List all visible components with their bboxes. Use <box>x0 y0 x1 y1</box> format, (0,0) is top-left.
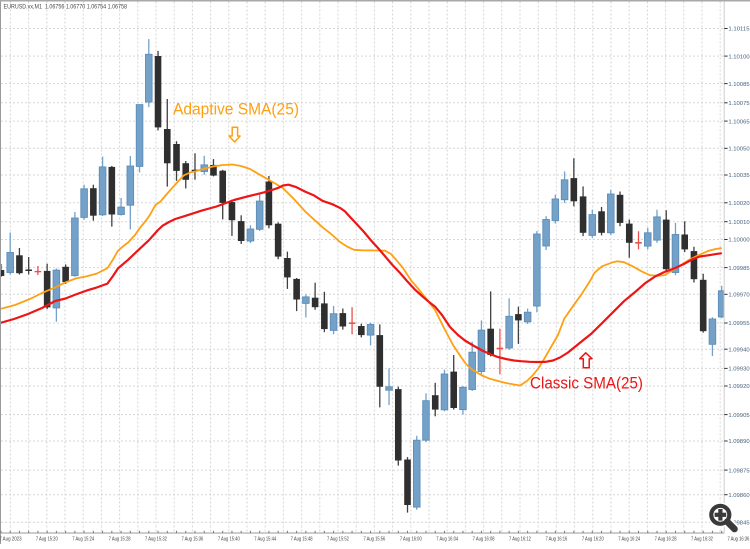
svg-text:1.09875: 1.09875 <box>728 468 750 474</box>
svg-text:7 Aug 15:20: 7 Aug 15:20 <box>36 536 58 542</box>
svg-text:1.09970: 1.09970 <box>728 293 750 299</box>
svg-text:7 Aug 15:24: 7 Aug 15:24 <box>72 536 94 542</box>
svg-text:1.10010: 1.10010 <box>728 220 750 226</box>
svg-text:Classic SMA(25): Classic SMA(25) <box>530 373 643 392</box>
svg-text:1.09845: 1.09845 <box>728 520 750 526</box>
svg-text:7 Aug 15:28: 7 Aug 15:28 <box>109 536 131 542</box>
svg-text:7 Aug 16:08: 7 Aug 16:08 <box>473 536 495 542</box>
svg-text:1.09930: 1.09930 <box>728 367 750 373</box>
svg-text:1.09920: 1.09920 <box>728 384 750 390</box>
svg-text:7 Aug 16:20: 7 Aug 16:20 <box>582 536 604 542</box>
svg-text:7 Aug 16:16: 7 Aug 16:16 <box>545 536 567 542</box>
svg-text:7 Aug 16:32: 7 Aug 16:32 <box>691 536 713 542</box>
svg-text:7 Aug 15:44: 7 Aug 15:44 <box>254 536 276 542</box>
svg-text:1.10020: 1.10020 <box>728 201 750 207</box>
svg-text:1.10065: 1.10065 <box>728 119 750 125</box>
svg-text:1.10100: 1.10100 <box>728 54 750 60</box>
svg-text:7 Aug 16:00: 7 Aug 16:00 <box>400 536 422 542</box>
svg-text:1.10035: 1.10035 <box>728 173 750 179</box>
svg-text:7 Aug 2023: 7 Aug 2023 <box>0 536 22 542</box>
svg-text:1.09940: 1.09940 <box>728 347 750 353</box>
svg-text:7 Aug 16:04: 7 Aug 16:04 <box>436 536 458 542</box>
svg-text:1.10000: 1.10000 <box>728 238 750 244</box>
svg-text:7 Aug 15:32: 7 Aug 15:32 <box>145 536 167 542</box>
svg-text:7 Aug 15:40: 7 Aug 15:40 <box>218 536 240 542</box>
svg-text:7 Aug 16:24: 7 Aug 16:24 <box>618 536 640 542</box>
svg-text:1.10115: 1.10115 <box>728 27 750 33</box>
svg-text:1.10075: 1.10075 <box>728 101 750 107</box>
svg-text:7 Aug 15:56: 7 Aug 15:56 <box>363 536 385 542</box>
svg-text:7 Aug 16:12: 7 Aug 16:12 <box>509 536 531 542</box>
svg-text:1.09860: 1.09860 <box>728 493 750 499</box>
svg-text:7 Aug 16:36: 7 Aug 16:36 <box>727 536 749 542</box>
svg-text:EURUSD.vx,M1 1.06756 1.06770: EURUSD.vx,M1 1.06756 1.06770 1.06754 1.0… <box>4 4 128 11</box>
svg-text:Adaptive SMA(25): Adaptive SMA(25) <box>173 100 299 119</box>
svg-text:7 Aug 15:48: 7 Aug 15:48 <box>291 536 313 542</box>
svg-text:7 Aug 15:36: 7 Aug 15:36 <box>181 536 203 542</box>
svg-text:1.10050: 1.10050 <box>728 147 750 153</box>
svg-text:1.10085: 1.10085 <box>728 82 750 88</box>
svg-text:1.09985: 1.09985 <box>728 266 750 272</box>
svg-text:1.09955: 1.09955 <box>728 321 750 327</box>
svg-text:1.09890: 1.09890 <box>728 439 750 445</box>
svg-text:7 Aug 15:52: 7 Aug 15:52 <box>327 536 349 542</box>
svg-text:7 Aug 16:28: 7 Aug 16:28 <box>655 536 677 542</box>
svg-text:1.09905: 1.09905 <box>728 413 750 419</box>
